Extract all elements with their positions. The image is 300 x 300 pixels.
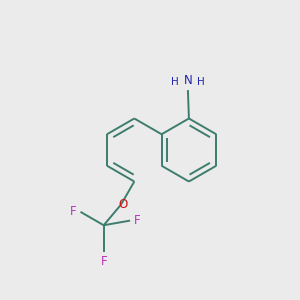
Text: O: O	[118, 198, 127, 211]
Text: N: N	[184, 74, 192, 88]
Text: F: F	[70, 206, 76, 218]
Text: H: H	[196, 77, 204, 88]
Text: F: F	[134, 214, 140, 227]
Text: H: H	[171, 77, 179, 88]
Text: F: F	[100, 255, 107, 268]
